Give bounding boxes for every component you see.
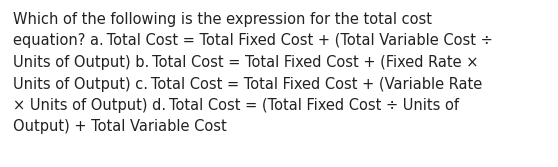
Text: Which of the following is the expression for the total cost: Which of the following is the expression… [13, 12, 432, 27]
Text: equation? a. Total Cost = Total Fixed Cost + (Total Variable Cost ÷: equation? a. Total Cost = Total Fixed Co… [13, 34, 493, 48]
Text: × Units of Output) d. Total Cost = (Total Fixed Cost ÷ Units of: × Units of Output) d. Total Cost = (Tota… [13, 98, 459, 113]
Text: Output) + Total Variable Cost: Output) + Total Variable Cost [13, 120, 227, 134]
Text: Units of Output) b. Total Cost = Total Fixed Cost + (Fixed Rate ×: Units of Output) b. Total Cost = Total F… [13, 55, 479, 70]
Text: Units of Output) c. Total Cost = Total Fixed Cost + (Variable Rate: Units of Output) c. Total Cost = Total F… [13, 76, 482, 92]
